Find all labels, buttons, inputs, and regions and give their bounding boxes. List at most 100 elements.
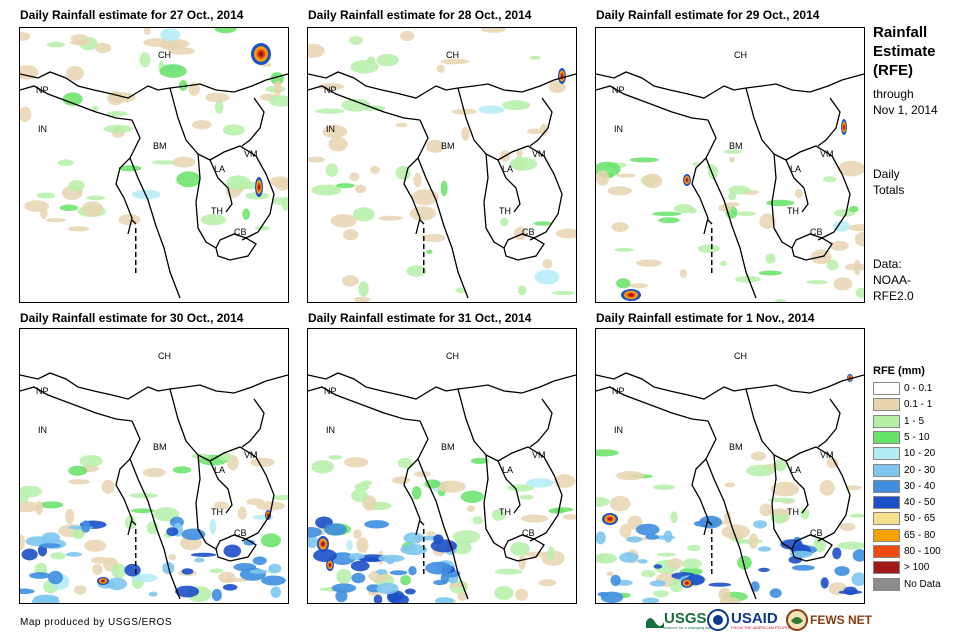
legend-swatch — [873, 479, 900, 493]
country-border — [417, 119, 469, 299]
rain-patch-heavy — [243, 539, 255, 546]
rain-patch — [667, 558, 683, 569]
rain-patch — [45, 218, 67, 223]
rain-patch — [774, 299, 787, 302]
usaid-logo: USAID FROM THE AMERICAN PEOPLE — [707, 607, 791, 633]
rain-patch — [426, 531, 436, 536]
legend-label: 5 - 10 — [904, 431, 930, 443]
rain-patch-heavy — [663, 530, 673, 543]
island-marker — [711, 268, 713, 273]
sidebar-daily-totals: Daily Totals — [873, 166, 904, 198]
rain-patch — [452, 540, 472, 555]
rain-patch — [330, 214, 357, 228]
country-border — [785, 145, 851, 241]
country-border — [20, 85, 133, 121]
rain-patch-heavy — [270, 586, 281, 598]
rain-patch — [837, 160, 864, 177]
rain-patch — [68, 465, 88, 476]
country-border — [791, 233, 833, 261]
rain-patch-heavy — [376, 582, 399, 595]
rain-patch — [91, 105, 99, 111]
country-label-np: NP — [612, 85, 625, 95]
rain-patch — [441, 58, 469, 65]
island-marker — [135, 561, 137, 566]
rain-patch — [308, 156, 325, 163]
rain-patch — [826, 457, 839, 469]
country-border — [707, 520, 713, 526]
fewsnet-globe-icon — [786, 609, 808, 631]
island-marker — [135, 244, 137, 249]
rain-patch — [728, 185, 751, 195]
rain-patch-heavy — [249, 569, 268, 574]
rain-patch — [436, 480, 466, 493]
rain-patch — [268, 95, 288, 107]
island-marker — [711, 260, 713, 265]
country-label-th: TH — [211, 507, 223, 517]
rain-patch — [351, 489, 368, 503]
rain-cell-intense — [321, 542, 325, 546]
island-marker — [423, 529, 425, 534]
legend-swatch — [873, 577, 900, 591]
country-border — [483, 454, 505, 550]
rain-patch — [20, 65, 39, 80]
country-border — [215, 233, 257, 261]
island-marker — [423, 537, 425, 542]
rain-patch — [94, 42, 111, 54]
rain-patch — [82, 201, 103, 217]
data-source-line: NOAA- — [873, 273, 912, 287]
rain-patch — [555, 228, 576, 239]
rainfall-map-29oct: CH NP IN BM LA VM TH CB — [595, 27, 865, 303]
rain-patch-heavy — [610, 574, 621, 587]
rain-patch-heavy — [440, 572, 449, 585]
rain-patch — [209, 568, 224, 574]
country-border — [403, 458, 421, 536]
country-border — [707, 219, 713, 225]
rain-patch — [436, 64, 445, 73]
country-label-ch: CH — [446, 351, 459, 361]
rain-patch — [101, 479, 115, 494]
country-label-th: TH — [211, 206, 223, 216]
rain-patch — [272, 197, 287, 205]
sidebar-through: through Nov 1, 2014 — [873, 86, 938, 118]
country-border — [195, 454, 217, 550]
country-border — [497, 460, 521, 514]
rain-patch-heavy — [404, 588, 416, 595]
rain-patch-heavy — [373, 594, 383, 603]
country-label-in: IN — [614, 425, 623, 435]
country-label-ch: CH — [158, 50, 171, 60]
rain-patch-heavy — [626, 536, 643, 543]
map-canvas — [596, 71, 864, 302]
rain-patch — [491, 509, 506, 521]
panel-title-28oct: Daily Rainfall estimate for 28 Oct., 201… — [308, 8, 532, 22]
through-label: through — [873, 87, 914, 101]
rain-patch — [534, 269, 560, 285]
country-label-cb: CB — [522, 227, 535, 237]
island-marker — [423, 260, 425, 265]
rain-patch — [378, 215, 403, 221]
rain-patch — [172, 466, 192, 474]
rain-patch — [539, 123, 549, 136]
rain-patch — [395, 122, 408, 128]
rain-patch — [643, 173, 663, 189]
rain-patch — [46, 41, 66, 48]
legend-label: > 100 — [904, 562, 930, 574]
country-border — [596, 372, 864, 400]
legend-label: 50 - 65 — [904, 513, 936, 525]
rain-patch — [130, 508, 155, 513]
rain-patch-heavy — [39, 543, 61, 548]
rain-patch — [39, 501, 64, 509]
rain-patch — [75, 189, 83, 194]
country-border — [131, 520, 137, 526]
rain-patch — [533, 221, 553, 226]
rain-patch-heavy — [637, 559, 648, 564]
country-border — [745, 87, 787, 161]
rain-patch — [20, 32, 31, 41]
sidebar-title-line: Rainfall — [873, 24, 928, 41]
country-label-th: TH — [499, 507, 511, 517]
rain-patch — [67, 226, 90, 232]
rain-patch — [460, 490, 484, 503]
rain-patch-heavy — [649, 580, 666, 587]
rain-patch-heavy — [335, 590, 348, 603]
legend-swatch — [873, 528, 900, 542]
rain-patch — [159, 64, 187, 78]
